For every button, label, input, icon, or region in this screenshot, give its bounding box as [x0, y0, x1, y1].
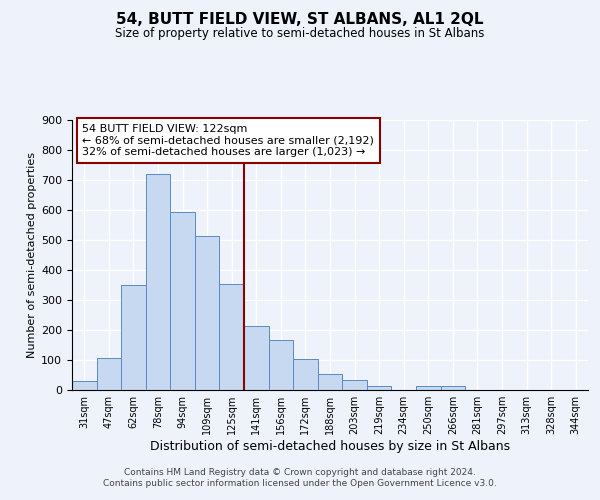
Bar: [97, 358, 121, 390]
X-axis label: Distribution of semi-detached houses by size in St Albans: Distribution of semi-detached houses by …: [150, 440, 510, 453]
Bar: [440, 386, 465, 390]
Bar: [220, 284, 244, 390]
Bar: [244, 326, 269, 390]
Bar: [146, 174, 170, 390]
Bar: [416, 386, 440, 390]
Text: 54, BUTT FIELD VIEW, ST ALBANS, AL1 2QL: 54, BUTT FIELD VIEW, ST ALBANS, AL1 2QL: [116, 12, 484, 28]
Bar: [342, 380, 367, 390]
Y-axis label: Number of semi-detached properties: Number of semi-detached properties: [27, 152, 37, 358]
Bar: [195, 236, 220, 390]
Bar: [318, 374, 342, 390]
Bar: [170, 212, 195, 390]
Bar: [293, 358, 318, 390]
Bar: [269, 340, 293, 390]
Bar: [367, 386, 391, 390]
Bar: [72, 381, 97, 390]
Text: Size of property relative to semi-detached houses in St Albans: Size of property relative to semi-detach…: [115, 28, 485, 40]
Bar: [121, 285, 146, 390]
Text: 54 BUTT FIELD VIEW: 122sqm
← 68% of semi-detached houses are smaller (2,192)
32%: 54 BUTT FIELD VIEW: 122sqm ← 68% of semi…: [82, 124, 374, 157]
Text: Contains HM Land Registry data © Crown copyright and database right 2024.
Contai: Contains HM Land Registry data © Crown c…: [103, 468, 497, 487]
